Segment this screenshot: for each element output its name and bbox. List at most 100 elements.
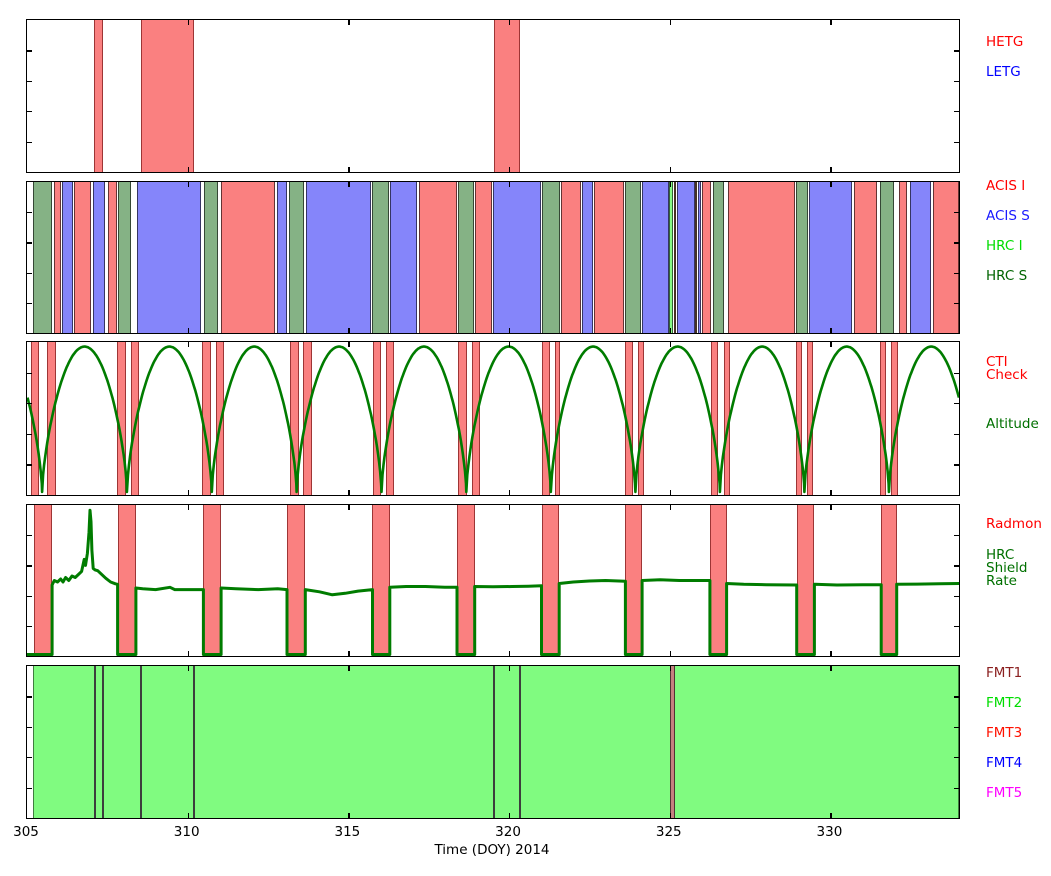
axis-tick — [830, 342, 832, 347]
legend-hrc-i: HRC I — [986, 238, 1023, 254]
axis-tick — [954, 433, 959, 436]
x-tick-label: 325 — [655, 824, 682, 840]
schedule-band — [277, 182, 287, 333]
schedule-band — [541, 182, 561, 333]
schedule-band — [697, 182, 701, 333]
schedule-band — [73, 182, 91, 333]
schedule-band — [94, 666, 96, 818]
schedule-band — [582, 182, 594, 333]
axis-tick — [669, 813, 672, 818]
axis-tick — [830, 328, 832, 333]
schedule-band — [808, 182, 852, 333]
axis-tick — [348, 651, 350, 656]
schedule-band — [670, 666, 676, 818]
legend-fmt2: FMT2 — [986, 695, 1023, 711]
axis-tick — [954, 696, 959, 698]
schedule-band — [118, 182, 132, 333]
x-tick-label: 320 — [495, 824, 521, 840]
schedule-band — [203, 505, 222, 656]
axis-tick — [348, 342, 350, 347]
axis-tick — [954, 372, 959, 374]
schedule-band — [117, 505, 136, 656]
axis-tick — [27, 757, 32, 759]
axis-tick — [669, 651, 672, 656]
schedule-band — [898, 182, 908, 333]
axis-tick — [348, 20, 350, 25]
schedule-band — [140, 666, 143, 818]
axis-tick — [954, 403, 959, 405]
schedule-band — [475, 182, 492, 333]
schedule-band — [141, 20, 194, 172]
axis-tick — [187, 651, 189, 656]
axis-tick — [27, 212, 32, 214]
axis-tick — [27, 433, 32, 436]
panel-instruments — [26, 181, 960, 334]
schedule-band — [32, 666, 959, 818]
legend-hrc-s: HRC S — [986, 268, 1028, 284]
axis-tick — [27, 787, 32, 789]
x-axis-title: Time (DOY) 2014 — [434, 842, 550, 858]
legend-hetg: HETG — [986, 34, 1024, 50]
x-tick-label: 315 — [334, 824, 361, 840]
schedule-band — [493, 182, 541, 333]
legend-acis-i: ACIS I — [986, 178, 1026, 194]
axis-tick — [27, 80, 32, 83]
schedule-band — [519, 666, 521, 818]
legend-fmt4: FMT4 — [986, 755, 1023, 771]
axis-tick — [27, 50, 32, 52]
schedule-band — [373, 342, 382, 495]
axis-tick — [27, 595, 32, 597]
axis-tick — [27, 272, 32, 274]
axis-tick — [954, 595, 959, 597]
schedule-band — [93, 20, 103, 172]
panel-telemetry-format — [26, 665, 960, 819]
schedule-band — [93, 182, 106, 333]
schedule-band — [910, 182, 931, 333]
schedule-band — [204, 182, 219, 333]
legend-letg: LETG — [986, 64, 1021, 80]
axis-tick — [348, 666, 350, 671]
axis-tick — [509, 328, 511, 333]
axis-tick — [954, 726, 959, 729]
panel-cti-altitude — [26, 341, 960, 496]
schedule-band — [34, 505, 53, 656]
axis-tick — [348, 490, 350, 495]
schedule-band — [593, 182, 624, 333]
axis-tick — [27, 141, 32, 143]
axis-tick — [954, 242, 959, 244]
axis-tick — [954, 464, 959, 466]
hrc-shield-rate-curve — [27, 508, 959, 656]
axis-tick — [27, 111, 32, 113]
schedule-band — [457, 505, 475, 656]
schedule-band — [457, 182, 474, 333]
axis-tick — [187, 505, 189, 510]
schedule-band — [541, 505, 560, 656]
axis-tick — [348, 813, 350, 818]
axis-tick — [830, 490, 832, 495]
axis-tick — [954, 302, 959, 305]
axis-tick — [509, 651, 511, 656]
axis-tick — [187, 490, 189, 495]
axis-tick — [187, 342, 189, 347]
axis-tick — [830, 813, 832, 818]
axis-tick — [27, 242, 32, 244]
schedule-band — [136, 182, 202, 333]
axis-tick — [830, 20, 832, 25]
axis-tick — [27, 464, 32, 466]
axis-tick — [27, 726, 32, 729]
axis-tick — [348, 328, 350, 333]
axis-tick — [954, 565, 959, 567]
axis-tick — [509, 167, 511, 172]
axis-tick — [509, 182, 511, 187]
panel-gratings — [26, 19, 960, 173]
schedule-band — [286, 505, 306, 656]
axis-tick — [27, 565, 32, 567]
legend-acis-s: ACIS S — [986, 208, 1030, 224]
axis-tick — [187, 20, 189, 25]
schedule-band — [676, 182, 695, 333]
axis-tick — [348, 182, 350, 187]
axis-tick — [187, 328, 189, 333]
axis-tick — [27, 302, 32, 305]
axis-tick — [954, 535, 959, 537]
axis-tick — [509, 505, 511, 510]
